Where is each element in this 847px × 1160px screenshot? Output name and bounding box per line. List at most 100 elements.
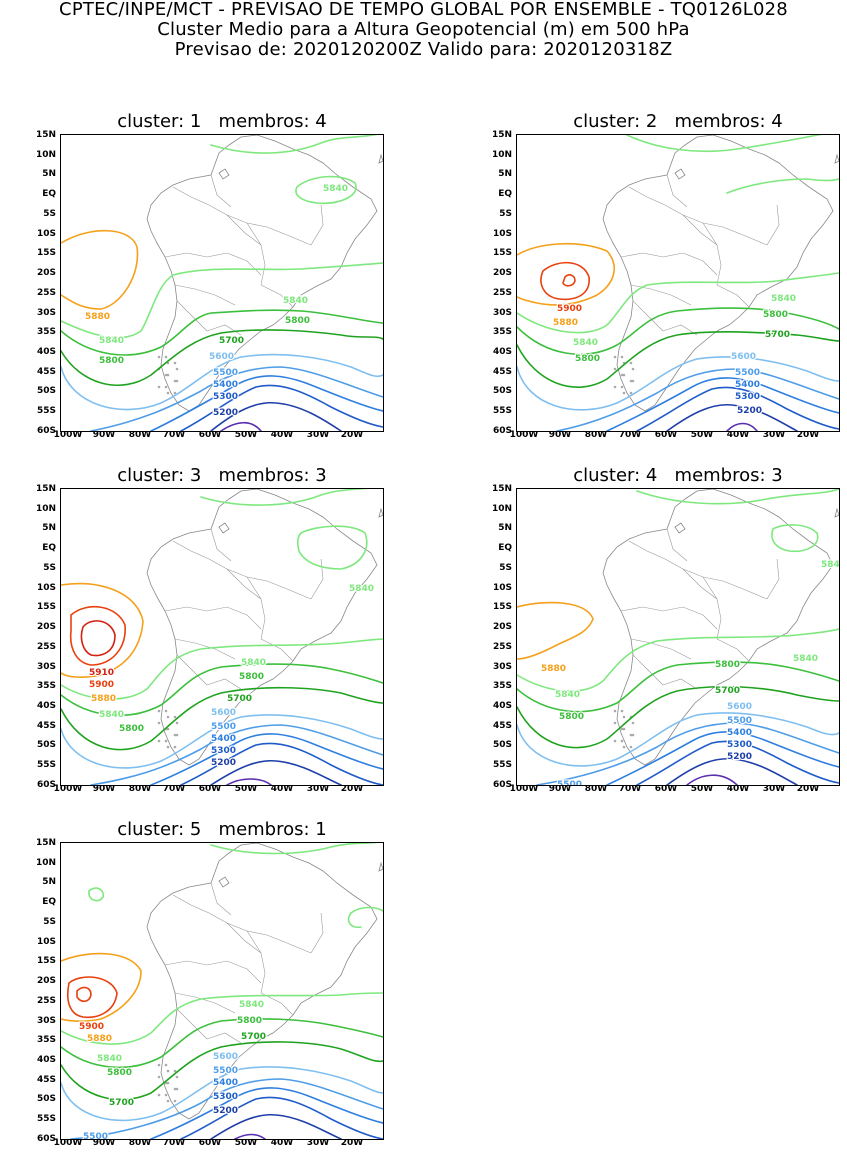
country-border bbox=[172, 540, 268, 582]
coastline-fragment bbox=[164, 739, 168, 743]
country-border bbox=[662, 324, 698, 336]
latitude-tick-label: 10N bbox=[35, 503, 56, 514]
latitude-tick-label: 45S bbox=[36, 366, 56, 377]
coastline-fragment bbox=[175, 1087, 179, 1091]
longitude-tick-label: 100W bbox=[509, 784, 539, 794]
coastline-fragment bbox=[175, 1075, 179, 1079]
geopotential-contour bbox=[90, 724, 383, 785]
contour-value-label: 5300 bbox=[735, 392, 760, 402]
geopotential-contour bbox=[90, 366, 383, 431]
longitude-tick-label: 40W bbox=[726, 430, 750, 440]
coastline-fragment bbox=[620, 739, 624, 743]
country-border bbox=[702, 222, 722, 286]
latitude-tick-label: 5N bbox=[42, 523, 56, 534]
latitude-tick-label: 35S bbox=[492, 327, 512, 338]
coastline-fragment bbox=[622, 715, 626, 719]
latitude-tick-label: 30S bbox=[492, 661, 512, 672]
contour-value-label: 5840 bbox=[97, 1054, 122, 1064]
latitude-tick-label: 20S bbox=[492, 268, 512, 279]
longitude-tick-label: 40W bbox=[270, 1138, 294, 1148]
map-panel-cluster-4: cluster: 4 membros: 3 15N 10N 5N EQ 5S 10S 15S 2… bbox=[456, 466, 840, 806]
geopotential-contour bbox=[210, 135, 378, 154]
map-area: 5840 5880 5840 5840 5800 5800 5700 5600 5500 5400… bbox=[516, 488, 840, 786]
latitude-tick-label: 5N bbox=[42, 169, 56, 180]
latitude-tick-label: 50S bbox=[36, 386, 56, 397]
south-america-coastline bbox=[146, 135, 378, 412]
contour-value-label: 5500 bbox=[735, 368, 760, 378]
coastline-fragment bbox=[631, 379, 635, 383]
geopotential-contour bbox=[180, 742, 383, 785]
contour-value-label: 5840 bbox=[241, 658, 266, 668]
geopotential-contour bbox=[80, 620, 116, 657]
coastline-fragment bbox=[175, 733, 179, 737]
geopotential-contour bbox=[517, 242, 616, 306]
latitude-tick-label: 25S bbox=[36, 995, 56, 1006]
map-area: 5900 5880 5840 5840 5800 5800 5700 5600 5500 5400… bbox=[516, 134, 840, 432]
panel-title: cluster: 2 membros: 4 bbox=[573, 111, 783, 132]
latitude-tick-label: 60S bbox=[492, 425, 512, 436]
panel-title: cluster: 3 membros: 3 bbox=[117, 465, 327, 486]
country-border bbox=[206, 1032, 242, 1044]
latitude-tick-label: 10N bbox=[491, 149, 512, 160]
coastline-fragment bbox=[164, 385, 168, 389]
coastline-fragment bbox=[629, 733, 633, 737]
coastline-fragment bbox=[175, 721, 179, 725]
longitude-tick-label: 30W bbox=[762, 784, 786, 794]
coastline-fragment bbox=[613, 709, 617, 713]
coastline-fragment bbox=[622, 727, 626, 731]
geopotential-contour bbox=[296, 525, 368, 570]
coastline-fragment bbox=[173, 715, 177, 719]
country-border bbox=[260, 638, 294, 662]
country-border bbox=[628, 186, 724, 228]
geopotential-contour bbox=[61, 992, 383, 1045]
latitude-tick-label: 10N bbox=[491, 503, 512, 514]
contour-value-label: 5840 bbox=[349, 584, 374, 594]
contour-value-label: 5880 bbox=[85, 312, 110, 322]
latitude-tick-label: 15S bbox=[36, 602, 56, 613]
contour-value-label: 5880 bbox=[541, 664, 566, 674]
country-border bbox=[172, 894, 268, 936]
longitude-tick-label: 40W bbox=[270, 430, 294, 440]
contour-value-label: 5840 bbox=[283, 296, 308, 306]
latitude-tick-label: 10S bbox=[36, 228, 56, 239]
latitude-tick-label: 5N bbox=[498, 169, 512, 180]
latitude-tick-label: 20S bbox=[36, 976, 56, 987]
coastline-fragment bbox=[175, 379, 179, 383]
coastline-fragment bbox=[620, 373, 624, 377]
coastline-fragment bbox=[164, 1063, 168, 1067]
contour-value-label: 5700 bbox=[765, 330, 790, 340]
coastline-fragment bbox=[622, 745, 626, 749]
coastline-fragment bbox=[175, 367, 179, 371]
geopotential-contour bbox=[210, 843, 379, 855]
coastline-fragment bbox=[613, 739, 617, 743]
latitude-tick-label: 55S bbox=[492, 760, 512, 771]
coastline-fragment bbox=[157, 739, 161, 743]
contour-value-label: 5500 bbox=[213, 368, 238, 378]
country-border bbox=[716, 638, 750, 662]
contour-value-label: 5400 bbox=[735, 380, 760, 390]
geopotential-contour bbox=[180, 1096, 383, 1139]
contour-value-label: 5840 bbox=[99, 710, 124, 720]
country-border bbox=[246, 576, 266, 640]
panel-title: cluster: 5 membros: 1 bbox=[117, 819, 327, 840]
geopotential-contour bbox=[200, 489, 368, 506]
country-border bbox=[226, 568, 262, 600]
country-border bbox=[266, 580, 312, 600]
geopotential-contour bbox=[517, 307, 839, 356]
country-border bbox=[628, 540, 724, 582]
country-border bbox=[766, 204, 780, 246]
longitude-tick-label: 30W bbox=[306, 430, 330, 440]
contour-value-label: 5800 bbox=[239, 672, 264, 682]
country-border bbox=[310, 912, 324, 954]
coastline-fragment bbox=[173, 379, 177, 383]
geopotential-contour bbox=[61, 1041, 383, 1101]
coastline-fragment bbox=[157, 355, 161, 359]
island-outline bbox=[378, 861, 383, 872]
longitude-tick-label: 30W bbox=[762, 430, 786, 440]
geopotential-contour bbox=[61, 663, 383, 717]
island-outline bbox=[834, 507, 839, 518]
contour-value-label: 5800 bbox=[119, 724, 144, 734]
coastline-fragment bbox=[157, 1093, 161, 1097]
geopotential-contour bbox=[556, 368, 839, 431]
contour-value-label: 5500 bbox=[83, 1132, 108, 1139]
